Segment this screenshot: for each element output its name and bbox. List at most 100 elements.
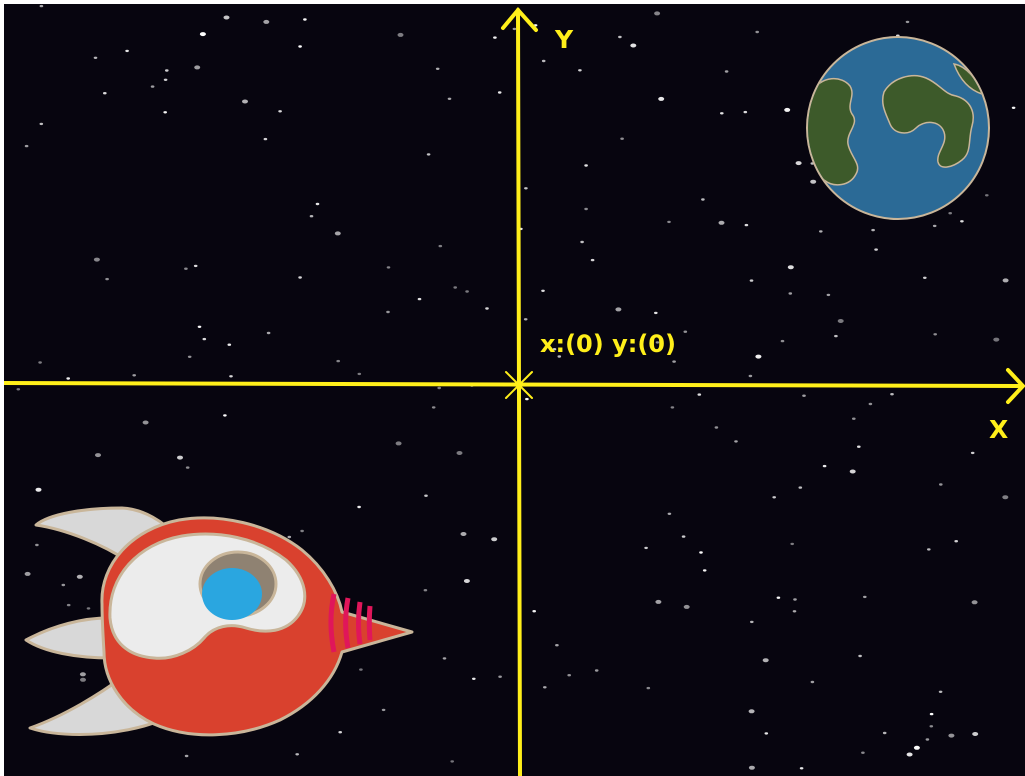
star — [923, 276, 927, 279]
star — [776, 596, 781, 599]
star — [543, 686, 547, 689]
star — [463, 579, 470, 583]
star — [266, 331, 271, 335]
star — [287, 535, 292, 539]
star — [925, 738, 930, 741]
star — [24, 571, 31, 576]
star — [849, 469, 856, 474]
star — [720, 112, 724, 115]
star — [826, 293, 831, 297]
star — [802, 394, 806, 397]
star — [615, 307, 622, 312]
star — [857, 445, 861, 448]
star — [93, 257, 100, 262]
star — [882, 731, 887, 735]
star — [905, 20, 910, 24]
x-axis-line — [4, 381, 1024, 388]
x-axis-label: X — [989, 415, 1008, 444]
star — [278, 110, 282, 113]
star — [424, 494, 428, 497]
star — [300, 529, 304, 533]
star — [792, 610, 797, 613]
star — [552, 348, 557, 351]
star — [667, 220, 671, 224]
star — [654, 11, 661, 16]
star — [66, 603, 71, 607]
star — [512, 27, 517, 31]
game-stage[interactable]: Y X x:(0) y:(0) — [4, 4, 1025, 776]
star-field — [16, 4, 1016, 770]
star — [357, 505, 361, 509]
star — [359, 668, 363, 671]
star — [397, 32, 404, 37]
star — [913, 745, 920, 750]
star — [223, 414, 227, 417]
star — [435, 67, 440, 70]
star — [724, 70, 729, 73]
star — [718, 220, 725, 225]
star — [263, 137, 268, 141]
star — [929, 725, 934, 728]
star — [456, 451, 463, 455]
star — [939, 483, 943, 486]
star — [125, 49, 129, 53]
star — [764, 732, 769, 735]
star — [810, 680, 815, 684]
star — [460, 532, 467, 536]
star — [472, 677, 476, 680]
star — [655, 341, 660, 344]
star — [524, 187, 528, 190]
coordinate-axes — [4, 6, 1025, 776]
star — [193, 264, 198, 268]
star — [447, 97, 452, 101]
star — [493, 36, 497, 39]
star — [906, 752, 913, 757]
star — [184, 267, 188, 270]
star — [670, 406, 675, 409]
star — [555, 644, 559, 647]
star — [532, 610, 536, 613]
y-axis-arrow-icon — [501, 6, 538, 32]
star — [861, 751, 865, 754]
star — [177, 455, 183, 460]
star — [35, 487, 42, 492]
star — [793, 598, 797, 601]
star — [932, 224, 937, 228]
star — [654, 311, 658, 315]
star — [497, 91, 502, 94]
star — [734, 440, 738, 443]
star — [197, 325, 202, 328]
star — [523, 318, 528, 321]
star — [163, 78, 168, 82]
rocket-sprite[interactable] — [24, 506, 414, 737]
star — [960, 220, 964, 223]
star — [132, 374, 136, 377]
star — [620, 137, 624, 140]
star — [426, 153, 431, 156]
star — [431, 406, 436, 409]
star — [748, 709, 755, 714]
star — [16, 388, 21, 391]
x-axis-arrow-icon — [1006, 368, 1025, 404]
stage-canvas: Y X x:(0) y:(0) — [4, 4, 1025, 776]
star — [1002, 278, 1009, 283]
star — [890, 393, 894, 396]
star — [755, 30, 759, 34]
star — [970, 451, 975, 455]
star — [748, 765, 755, 770]
star — [683, 330, 688, 333]
star — [822, 464, 827, 468]
star — [772, 496, 776, 499]
star — [852, 417, 856, 420]
star — [453, 286, 458, 289]
earth-planet[interactable] — [806, 36, 990, 220]
star — [810, 179, 817, 184]
star — [580, 240, 584, 244]
star — [334, 231, 341, 236]
star — [749, 279, 754, 282]
star — [24, 144, 29, 148]
star — [76, 574, 83, 579]
star — [242, 99, 248, 104]
star — [498, 675, 502, 678]
star — [755, 354, 762, 359]
